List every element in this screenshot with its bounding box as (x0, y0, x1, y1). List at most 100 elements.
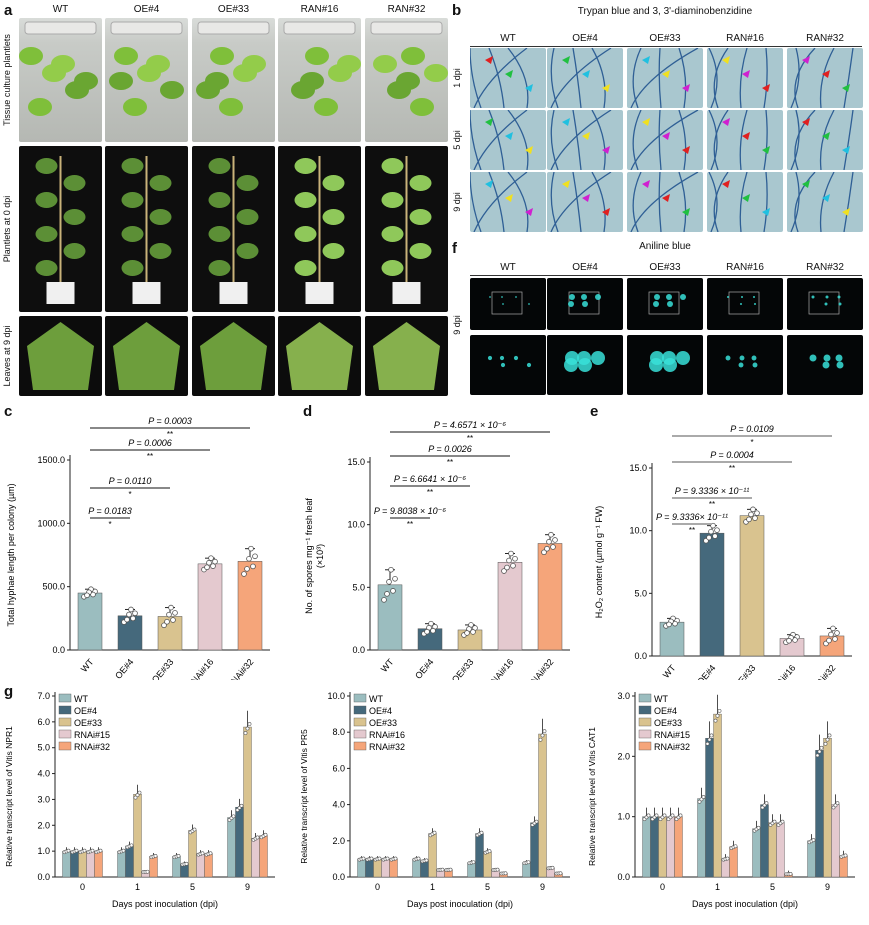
significance-stars: ** (167, 430, 173, 439)
bar (831, 804, 840, 878)
x-tick-label: 9 (245, 882, 250, 892)
micrograph-b-r1c4 (787, 109, 863, 171)
y-tick-label: 0.0 (617, 872, 630, 882)
data-point (208, 851, 213, 856)
bar (666, 816, 675, 878)
data-point (129, 843, 134, 848)
data-point (440, 867, 445, 872)
data-point (210, 563, 216, 569)
legend-swatch (58, 717, 72, 727)
chart-e: 0.0 5.0 10.0 15.0 WT OE#4 OE#33 RNAi#16 RNAi#32 H… (594, 424, 852, 680)
photo-a-r1c2 (192, 146, 275, 312)
data-point (161, 622, 167, 629)
legend-label: RNAi#32 (74, 742, 110, 752)
data-point (715, 713, 720, 718)
data-point (361, 856, 366, 861)
legend-swatch (638, 693, 652, 703)
panel-letter-a: a (4, 2, 13, 19)
data-point (714, 527, 720, 533)
data-point (701, 795, 706, 799)
data-point (697, 799, 702, 804)
data-point (84, 592, 90, 599)
data-point (678, 813, 683, 818)
x-tick-label: OE#4 (695, 663, 717, 680)
data-point (424, 858, 429, 863)
bar (197, 563, 223, 651)
data-point (124, 616, 130, 623)
legend-swatch (58, 741, 72, 751)
bar (768, 822, 777, 878)
x-tick-label: OE#33 (450, 657, 476, 680)
legend-label: OE#33 (74, 718, 102, 728)
x-tick-label: 1 (135, 882, 140, 892)
chart-g-npr1: 0.0 1.0 2.0 3.0 4.0 5.0 6.0 7.0 0 1 5 9 Days post in… (4, 691, 275, 909)
legend-label: RNAi#32 (654, 742, 690, 752)
data-point (699, 797, 704, 802)
x-tick-label: OE#4 (413, 657, 435, 680)
y-tick-label: 2.0 (37, 820, 50, 830)
micrograph-b-r2c1 (547, 171, 623, 233)
data-point (385, 856, 390, 861)
x-tick-label: RNAi#32 (225, 657, 256, 680)
y-tick-label: 10.0 (629, 526, 647, 536)
data-point (250, 563, 256, 570)
y-tick-label: 0.0 (352, 645, 365, 655)
data-point (819, 745, 824, 750)
y-tick-label: 0.0 (52, 645, 65, 655)
data-point (746, 516, 752, 523)
fluorescence-f-r0c0 (470, 278, 546, 330)
panel-letter-d: d (303, 403, 313, 420)
panel-a-col-label: OE#33 (217, 4, 250, 15)
bar (86, 850, 95, 878)
micrograph-b-r0c4 (787, 47, 863, 109)
panel-b-title: Trypan blue and 3, 3'-diaminobenzidine (577, 6, 753, 17)
bar (739, 515, 765, 657)
data-point (184, 861, 189, 866)
fluorescence-f-r1c4 (787, 335, 863, 395)
fluorescence-f-r0c1 (547, 278, 623, 330)
data-point (98, 848, 103, 853)
data-point (754, 510, 760, 516)
x-tick-label: 0 (660, 882, 665, 892)
x-tick-label: OE#33 (732, 663, 758, 680)
data-point (712, 533, 718, 539)
micrograph-b-r0c0 (469, 47, 546, 109)
data-point (166, 611, 172, 618)
data-point (381, 597, 387, 603)
y-tick-label: 1.0 (37, 846, 50, 856)
bar (357, 858, 366, 878)
panel-letter-e: e (590, 403, 599, 420)
panel-letter-b: b (452, 2, 462, 19)
data-point (713, 718, 718, 723)
bar (483, 851, 492, 878)
bar (381, 858, 390, 878)
data-point (130, 615, 136, 622)
data-point (546, 538, 552, 545)
bar (235, 806, 244, 878)
bar (674, 816, 683, 878)
micrograph-b-r0c1 (547, 47, 623, 109)
panel-f-col-label: WT (500, 262, 516, 273)
data-point (817, 749, 822, 754)
bar (839, 855, 848, 878)
y-tick-label: 8.0 (332, 727, 345, 737)
data-point (780, 819, 785, 824)
data-point (538, 737, 543, 742)
legend-swatch (58, 705, 72, 715)
x-tick-label: OE#4 (113, 657, 135, 680)
data-point (705, 741, 710, 746)
fluorescence-f-r0c3 (707, 278, 783, 330)
p-value-label: P = 9.3336 × 10⁻¹¹ (675, 486, 749, 496)
fluorescence-f-r1c2 (627, 335, 703, 395)
bar (412, 858, 421, 878)
data-point (709, 733, 714, 738)
y-tick-label: 15.0 (629, 463, 647, 473)
bar (729, 846, 738, 878)
micrograph-b-r1c3 (707, 109, 783, 171)
p-value-label: P = 4.6571 × 10⁻⁶ (434, 420, 506, 430)
bar (94, 850, 103, 878)
photo-a-r1c1 (105, 146, 188, 312)
photo-a-r0c2 (192, 18, 275, 142)
data-point (541, 549, 547, 556)
x-tick-label: WT (379, 656, 396, 674)
